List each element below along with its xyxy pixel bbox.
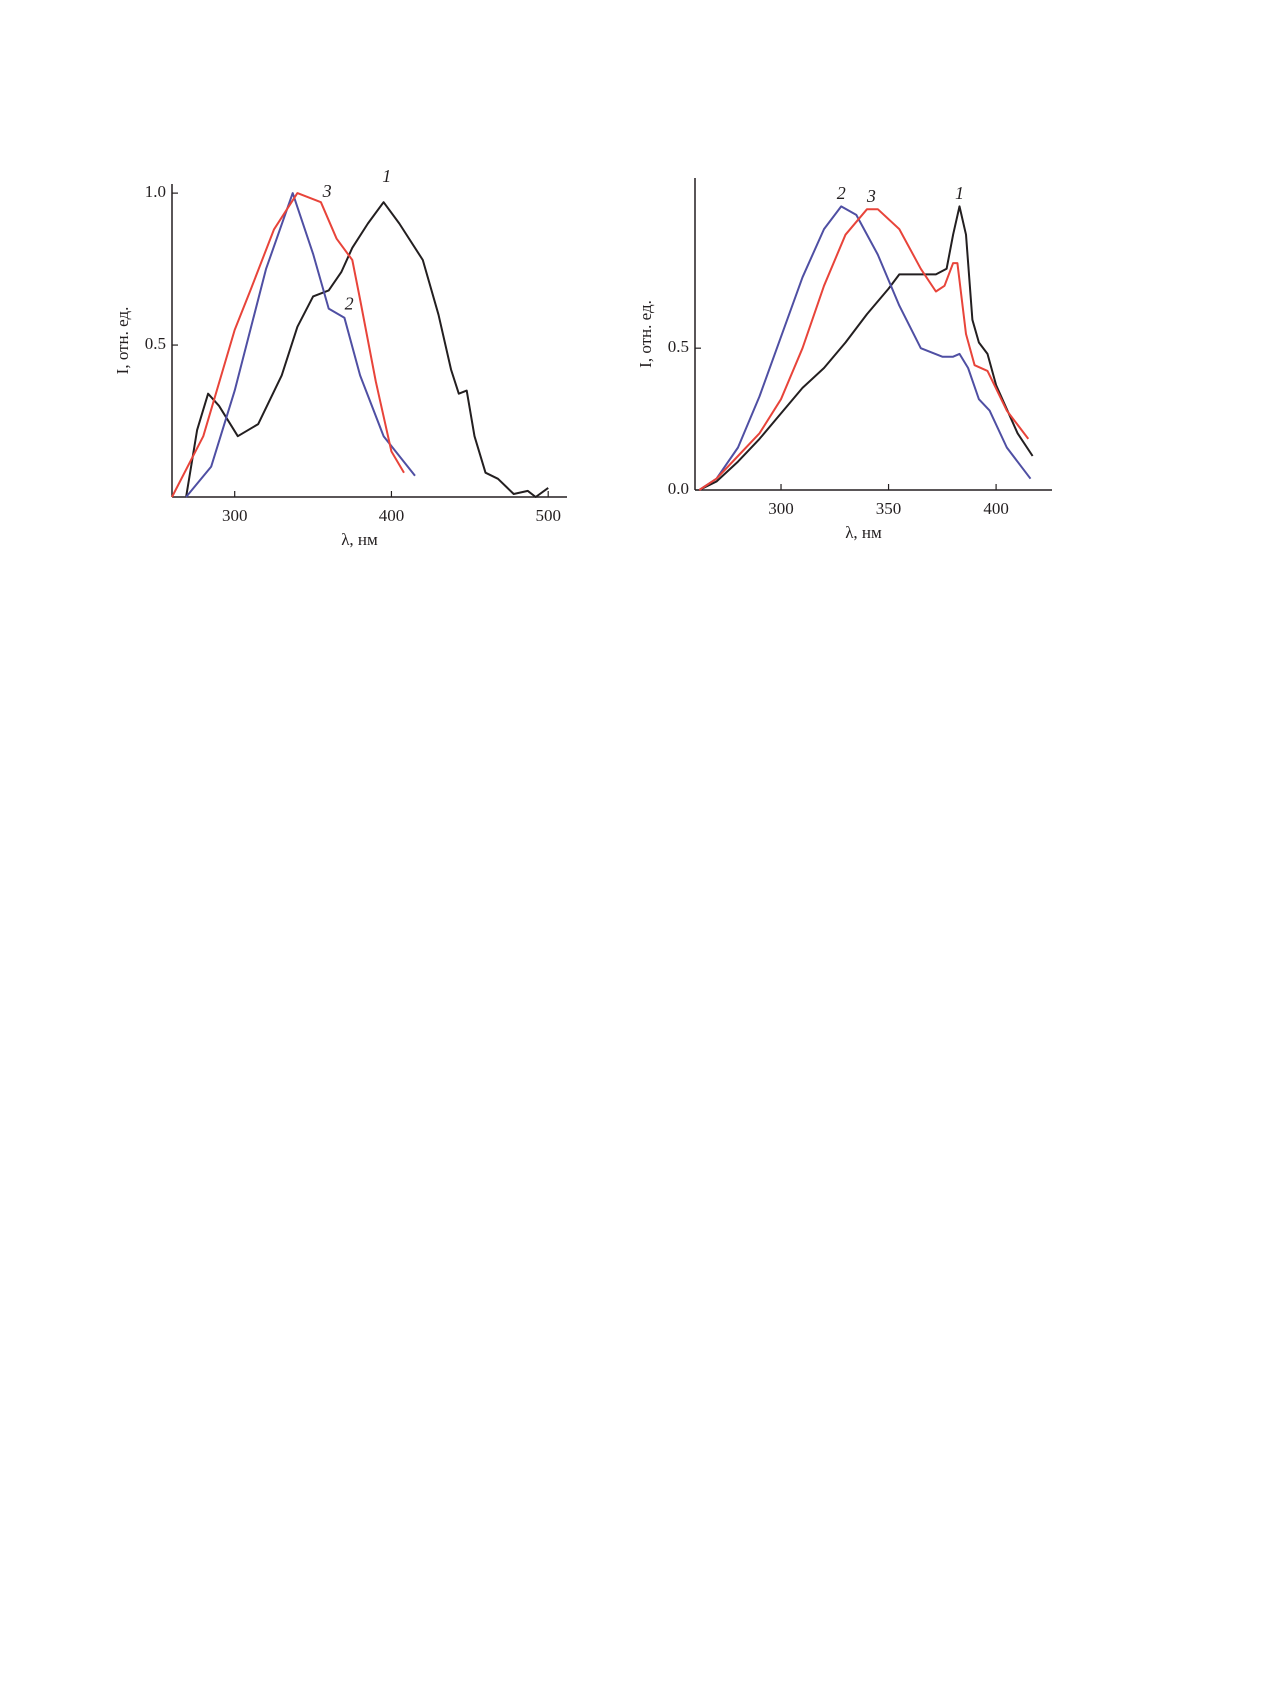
- line-series: [698, 208, 1030, 491]
- curve-label: 3: [322, 181, 332, 201]
- x-tick-label: 500: [535, 506, 561, 525]
- curve-label: 1: [955, 183, 964, 203]
- x-tick-label: 400: [983, 499, 1009, 518]
- curve-label: 2: [837, 183, 846, 203]
- x-tick-label: 300: [768, 499, 794, 518]
- curve-label: 2: [345, 294, 354, 314]
- line-series: [185, 201, 549, 498]
- line-series: [171, 192, 405, 498]
- x-tick-label: 350: [876, 499, 902, 518]
- x-axis-label: λ, нм: [845, 523, 882, 542]
- curve-label: 3: [866, 186, 876, 206]
- y-tick-label: 0.5: [145, 334, 166, 353]
- y-tick-label: 0.0: [668, 479, 689, 498]
- x-tick-label: 400: [379, 506, 405, 525]
- y-tick-label: 1.0: [145, 182, 166, 201]
- x-axis-label: λ, нм: [341, 530, 378, 549]
- line-series: [698, 205, 1034, 491]
- curve-label: 1: [382, 166, 391, 186]
- line-series: [185, 192, 416, 498]
- x-tick-label: 300: [222, 506, 248, 525]
- y-tick-label: 0.5: [668, 337, 689, 356]
- y-axis-label: I, отн. ед.: [113, 307, 132, 375]
- y-axis-label: I, отн. ед.: [636, 300, 655, 368]
- line-series: [698, 205, 1032, 491]
